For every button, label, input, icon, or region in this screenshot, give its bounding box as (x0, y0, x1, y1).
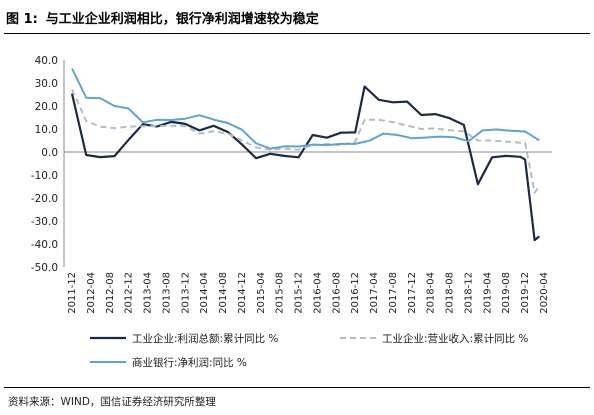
title-divider (4, 33, 590, 34)
x-tick-label: 2017-04 (369, 272, 380, 314)
x-tick-label: 2012-04 (86, 272, 97, 314)
legend-label-1: 工业企业:利润总额:累计同比 % (132, 332, 278, 345)
x-tick-label: 2013-08 (161, 272, 172, 314)
x-tick-label: 2011-12 (67, 272, 78, 314)
x-tick-label: 2012-08 (105, 272, 116, 314)
y-tick-label: -10.0 (31, 170, 58, 182)
series-line-3 (71, 68, 540, 150)
x-tick-label: 2013-04 (143, 272, 154, 314)
x-tick-label: 2015-12 (294, 272, 305, 314)
legend-label-2: 工业企业:营业收入:累计同比 % (382, 332, 528, 345)
series-line-1 (70, 85, 540, 242)
y-tick-label: 40.0 (35, 55, 58, 67)
x-tick-label: 2015-08 (275, 272, 286, 314)
x-tick-label: 2020-04 (539, 272, 550, 314)
footer-divider (4, 387, 590, 388)
x-tick-label: 2018-04 (426, 272, 437, 314)
figure-title-text: 与工业企业利润相比，银行净利润增速较为稳定 (45, 11, 319, 27)
y-tick-label: -40.0 (31, 239, 58, 251)
x-tick-label: 2014-12 (237, 272, 248, 314)
y-tick-label: -30.0 (31, 216, 58, 228)
x-tick-label: 2016-08 (331, 272, 342, 314)
x-tick-label: 2015-04 (256, 272, 267, 314)
legend-label-3: 商业银行:净利润:同比 % (132, 356, 247, 369)
x-tick-label: 2016-04 (312, 272, 323, 314)
x-tick-label: 2017-08 (388, 272, 399, 314)
figure-title: 图 1: 与工业企业利润相比，银行净利润增速较为稳定 (4, 4, 590, 30)
x-tick-label: 2014-08 (218, 272, 229, 314)
y-tick-label: -50.0 (31, 262, 58, 274)
x-tick-label: 2013-12 (180, 272, 191, 314)
x-tick-label: 2012-12 (124, 272, 135, 314)
x-tick-label: 2014-04 (199, 272, 210, 314)
x-tick-label: 2018-12 (463, 272, 474, 314)
x-tick-label: 2018-08 (445, 272, 456, 314)
y-tick-label: 10.0 (35, 124, 58, 136)
x-tick-label: 2017-12 (407, 272, 418, 314)
y-tick-label: 20.0 (35, 101, 58, 113)
x-tick-label: 2019-08 (501, 272, 512, 314)
figure-label: 图 1: (6, 11, 38, 27)
y-tick-label: 30.0 (35, 78, 58, 90)
y-tick-label: 0.0 (41, 147, 58, 159)
source-note: 资料来源：WIND，国信证券经济研究所整理 (8, 396, 216, 408)
x-tick-label: 2016-12 (350, 272, 361, 314)
x-tick-label: 2019-04 (482, 272, 493, 314)
y-tick-label: -20.0 (31, 193, 58, 205)
x-tick-label: 2019-12 (520, 272, 531, 314)
